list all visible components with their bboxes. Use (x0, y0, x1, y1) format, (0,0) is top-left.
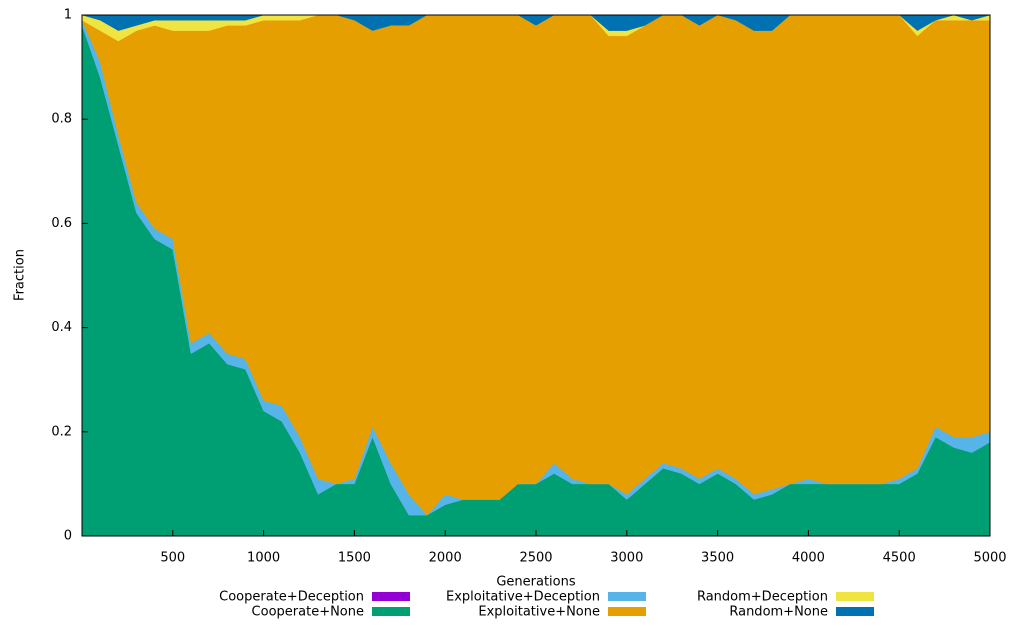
legend-label: Exploitative+None (478, 605, 600, 620)
legend-swatch (836, 592, 874, 601)
x-tick-label: 500 (160, 551, 185, 566)
x-tick-label: 2000 (429, 551, 462, 566)
y-axis-label: Fraction (13, 249, 28, 301)
x-tick-label: 3500 (701, 551, 734, 566)
legend-swatch (608, 592, 646, 601)
legend-swatch (836, 607, 874, 616)
x-axis-label: Generations (496, 575, 576, 590)
legend-swatch (608, 607, 646, 616)
y-tick-label: 0 (64, 529, 72, 544)
legend-label: Cooperate+None (252, 605, 364, 620)
x-tick-label: 3000 (610, 551, 643, 566)
x-tick-label: 4500 (883, 551, 916, 566)
y-tick-label: 0.8 (51, 112, 72, 127)
y-tick-label: 0.2 (51, 424, 72, 439)
legend-swatch (372, 592, 410, 601)
x-tick-label: 2500 (519, 551, 552, 566)
legend-label: Random+Deception (697, 590, 828, 605)
y-tick-label: 0.6 (51, 216, 72, 231)
y-tick-label: 0.4 (51, 320, 72, 335)
legend-label: Exploitative+Deception (446, 590, 600, 605)
legend-label: Cooperate+Deception (219, 590, 364, 605)
y-tick-label: 1 (64, 8, 72, 23)
x-tick-label: 5000 (973, 551, 1006, 566)
legend-label: Random+None (729, 605, 828, 620)
legend-swatch (372, 607, 410, 616)
x-tick-label: 1500 (338, 551, 371, 566)
x-tick-label: 1000 (247, 551, 280, 566)
x-tick-label: 4000 (792, 551, 825, 566)
